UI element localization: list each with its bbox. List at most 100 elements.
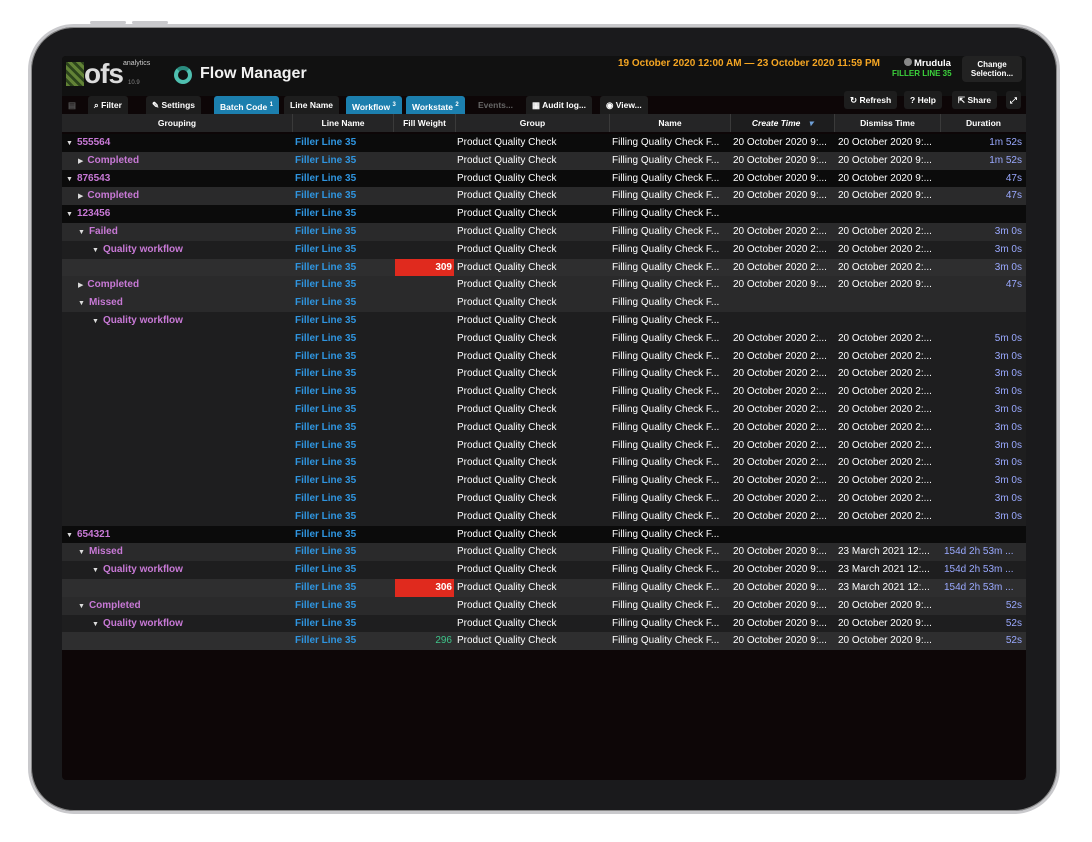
collapse-arrow-icon[interactable]: ▼ bbox=[78, 602, 85, 610]
refresh-button[interactable]: ↻ Refresh bbox=[844, 91, 898, 109]
table-row[interactable]: ▼ Missed Filler Line 35 Product Quality Che… bbox=[62, 294, 1026, 312]
row-name: Filling Quality Check F... bbox=[612, 546, 720, 558]
collapse-arrow-icon[interactable]: ▼ bbox=[66, 140, 73, 147]
expand-arrow-icon[interactable]: ▶ bbox=[78, 193, 84, 201]
table-row[interactable]: ▼ 654321 Filler Line 35 Product Quality Che… bbox=[62, 525, 1026, 544]
row-grouping bbox=[62, 259, 293, 277]
table-row[interactable]: Filler Line 35 Product Quality Check Filli… bbox=[62, 365, 1026, 384]
help-button[interactable]: ? Help bbox=[904, 91, 942, 109]
table-row[interactable]: ▼ 555564 Filler Line 35 Product Quality Che… bbox=[62, 134, 1026, 152]
table-row[interactable]: Filler Line 35 Product Quality Check Filli… bbox=[62, 347, 1026, 366]
date-range[interactable]: 19 October 2020 12:00 AM — 23 October 20… bbox=[618, 58, 880, 69]
table-row[interactable]: Filler Line 35 309 Product Quality Check Fi… bbox=[62, 258, 1026, 277]
table-row[interactable]: Filler Line 35 Product Quality Check Filli… bbox=[62, 383, 1026, 401]
collapse-arrow-icon[interactable]: ▼ bbox=[66, 175, 73, 183]
col-fill-weight[interactable]: Fill Weight bbox=[394, 114, 456, 132]
change-selection-button[interactable]: Change Selection... bbox=[962, 56, 1022, 82]
help-label: Help bbox=[917, 95, 936, 105]
table-row[interactable]: Filler Line 35 306 Product Quality Check Fi… bbox=[62, 578, 1026, 597]
table-row[interactable]: ▼ Missed Filler Line 35 Product Quality Che… bbox=[62, 543, 1026, 562]
panel-icon[interactable]: ▤ bbox=[68, 100, 77, 110]
table-row[interactable]: Filler Line 35 Product Quality Check Filli… bbox=[62, 329, 1026, 348]
table-row[interactable]: Filler Line 35 296 Product Quality Check Fi… bbox=[62, 632, 1026, 651]
table-row[interactable]: Filler Line 35 Product Quality Check Filli… bbox=[62, 472, 1026, 490]
row-line-name: Filler Line 35 bbox=[295, 421, 357, 433]
row-create-time: 20 October 2020 2:... bbox=[733, 243, 827, 255]
search-icon: ⌕ bbox=[94, 100, 102, 110]
tab-batch-code[interactable]: Batch Code 1 bbox=[214, 96, 279, 114]
audit-log-label: Audit log... bbox=[542, 100, 586, 110]
row-create-time: 20 October 2020 2:... bbox=[733, 439, 827, 451]
table-row[interactable]: Filler Line 35 Product Quality Check Filli… bbox=[62, 436, 1026, 455]
row-line-name: Filler Line 35 bbox=[295, 564, 357, 576]
table-row[interactable]: ▼ Quality workflow Filler Line 35 Product Q… bbox=[62, 240, 1026, 259]
col-line-name[interactable]: Line Name bbox=[293, 114, 394, 132]
row-dismiss-time: 20 October 2020 2:... bbox=[838, 475, 932, 487]
row-name: Filling Quality Check F... bbox=[612, 386, 720, 398]
table-row[interactable]: Filler Line 35 Product Quality Check Filli… bbox=[62, 489, 1026, 508]
collapse-arrow-icon[interactable]: ▼ bbox=[92, 620, 99, 628]
row-duration: 154d 2h 53m ... bbox=[944, 546, 1014, 558]
collapse-arrow-icon[interactable]: ▼ bbox=[92, 246, 99, 254]
col-create-time[interactable]: Create Time ▾ bbox=[731, 114, 835, 132]
row-duration: 3m 0s bbox=[994, 261, 1022, 273]
collapse-arrow-icon[interactable]: ▼ bbox=[78, 300, 85, 308]
view-button[interactable]: ◉ View... bbox=[600, 96, 648, 114]
audit-log-button[interactable]: ▦ Audit log... bbox=[526, 96, 592, 114]
col-name[interactable]: Name bbox=[610, 114, 731, 132]
filter-button[interactable]: ⌕ Filter bbox=[88, 96, 128, 114]
table-row[interactable]: Filler Line 35 Product Quality Check Filli… bbox=[62, 454, 1026, 473]
row-group: Product Quality Check bbox=[457, 546, 557, 558]
share-label: Share bbox=[967, 95, 992, 105]
row-create-time: 20 October 2020 2:... bbox=[733, 421, 827, 433]
row-group: Product Quality Check bbox=[457, 154, 557, 166]
collapse-arrow-icon[interactable]: ▼ bbox=[92, 317, 99, 325]
table-row[interactable]: Filler Line 35 Product Quality Check Filli… bbox=[62, 507, 1026, 526]
events-button[interactable]: Events... bbox=[472, 96, 519, 114]
col-dismiss-time[interactable]: Dismiss Time bbox=[835, 114, 941, 132]
tablet-top-button bbox=[132, 21, 168, 24]
row-dismiss-time: 20 October 2020 2:... bbox=[838, 492, 932, 504]
table-row[interactable]: ▼ Quality workflow Filler Line 35 Product Q… bbox=[62, 311, 1026, 330]
table-row[interactable]: ▶ Completed Filler Line 35 Product Quality … bbox=[62, 276, 1026, 295]
col-grouping[interactable]: Grouping bbox=[62, 114, 293, 132]
row-group: Product Quality Check bbox=[457, 314, 557, 326]
table-row[interactable]: ▼ 876543 Filler Line 35 Product Quality Che… bbox=[62, 169, 1026, 188]
collapse-arrow-icon[interactable]: ▼ bbox=[78, 549, 85, 557]
row-fill-weight bbox=[395, 241, 454, 259]
row-dismiss-time: 23 March 2021 12:... bbox=[838, 564, 930, 576]
row-dismiss-time: 20 October 2020 2:... bbox=[838, 261, 932, 273]
expand-arrow-icon[interactable]: ▶ bbox=[78, 282, 84, 290]
settings-button[interactable]: ✎ Settings bbox=[146, 96, 202, 114]
col-group[interactable]: Group bbox=[456, 114, 610, 132]
table-row[interactable]: ▶ Completed Filler Line 35 Product Quality … bbox=[62, 187, 1026, 206]
fullscreen-icon[interactable]: ⤢ bbox=[1006, 91, 1021, 109]
row-group: Product Quality Check bbox=[457, 635, 557, 647]
tab-workstate[interactable]: Workstate 2 bbox=[406, 96, 465, 114]
table-row[interactable]: ▶ Completed Filler Line 35 Product Quality … bbox=[62, 151, 1026, 170]
row-dismiss-time: 20 October 2020 2:... bbox=[838, 350, 932, 362]
collapse-arrow-icon[interactable]: ▼ bbox=[66, 211, 73, 219]
table-row[interactable]: ▼ Quality workflow Filler Line 35 Product Q… bbox=[62, 614, 1026, 633]
tab-workflow[interactable]: Workflow 3 bbox=[346, 96, 402, 114]
table-row[interactable]: ▼ Completed Filler Line 35 Product Quality … bbox=[62, 596, 1026, 615]
row-line-name: Filler Line 35 bbox=[295, 190, 357, 202]
share-button[interactable]: ⇱ Share bbox=[952, 91, 998, 109]
col-duration[interactable]: Duration bbox=[966, 118, 1001, 128]
tab-line-name[interactable]: Line Name bbox=[284, 96, 339, 114]
collapse-arrow-icon[interactable]: ▼ bbox=[92, 567, 99, 575]
expand-arrow-icon[interactable]: ▶ bbox=[78, 157, 84, 165]
table-row[interactable]: Filler Line 35 Product Quality Check Filli… bbox=[62, 400, 1026, 419]
table-row[interactable]: ▼ Quality workflow Filler Line 35 Product Q… bbox=[62, 561, 1026, 579]
table-header: Grouping Line Name Fill Weight Group Nam… bbox=[62, 114, 1026, 132]
row-create-time: 20 October 2020 2:... bbox=[733, 261, 827, 273]
row-fill-weight bbox=[395, 294, 454, 312]
table-row[interactable]: ▼ 123456 Filler Line 35 Product Quality Che… bbox=[62, 205, 1026, 223]
row-group: Product Quality Check bbox=[457, 564, 557, 576]
collapse-arrow-icon[interactable]: ▼ bbox=[78, 228, 85, 236]
row-create-time: 20 October 2020 2:... bbox=[733, 403, 827, 415]
row-dismiss-time: 20 October 2020 9:... bbox=[838, 190, 932, 202]
collapse-arrow-icon[interactable]: ▼ bbox=[66, 531, 73, 539]
table-row[interactable]: ▼ Failed Filler Line 35 Product Quality Che… bbox=[62, 222, 1026, 241]
table-row[interactable]: Filler Line 35 Product Quality Check Filli… bbox=[62, 418, 1026, 437]
